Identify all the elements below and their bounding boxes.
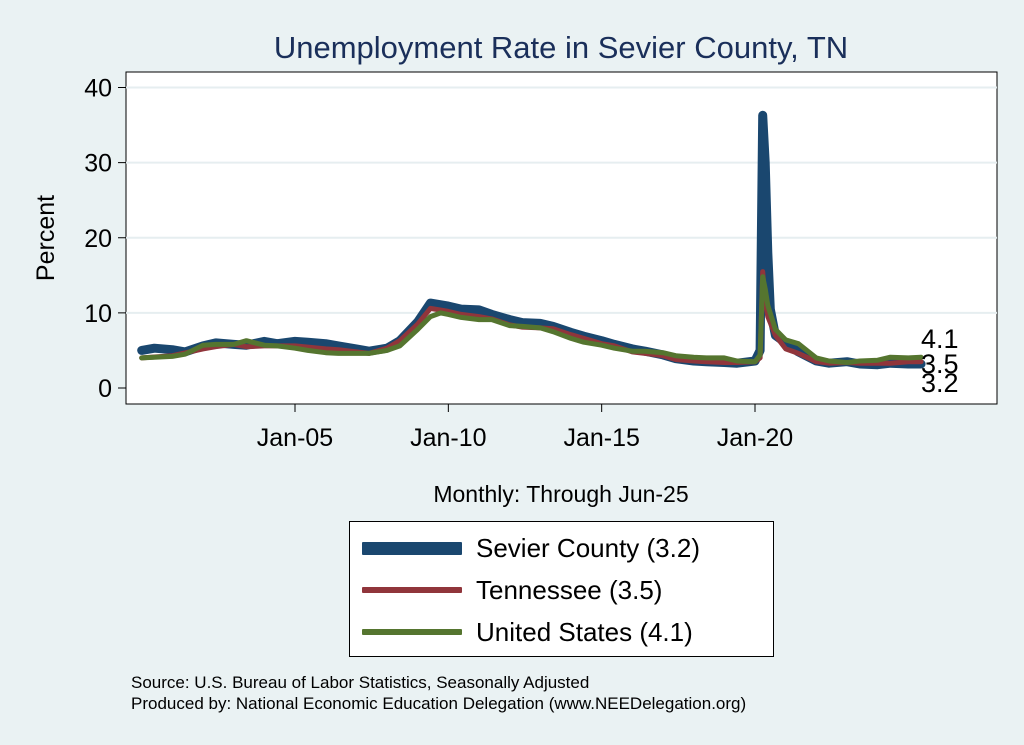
y-axis-label: Percent [32,195,60,281]
end-labels: 3.23.54.1 [921,324,959,398]
x-axis: Jan-05 Jan-10 Jan-15 Jan-20 [257,404,793,452]
y-tick-label-10: 10 [84,300,112,328]
legend-label-us: United States (4.1) [476,616,693,647]
end-label-tennessee: 3.5 [921,349,959,379]
x-tick-label-Jan-10: Jan-10 [410,424,486,452]
legend-label-tennessee: Tennessee (3.5) [476,574,663,605]
chart: Unemployment Rate in Sevier County, TN 0… [32,30,998,507]
source-note: Source: U.S. Bureau of Labor Statistics,… [131,672,746,714]
x-tick-label-Jan-20: Jan-20 [717,424,793,452]
legend-swatch-sevier [362,541,462,555]
y-tick-label-0: 0 [98,375,112,403]
legend-label-sevier: Sevier County (3.2) [476,532,700,563]
legend-swatch-us [362,629,462,635]
end-label-sevier: 3.2 [921,368,959,398]
y-tick-label-30: 30 [84,150,112,178]
y-tick-label-20: 20 [84,225,112,253]
series-lines [137,110,926,370]
legend-item-tennessee: Tennessee (3.5) [362,572,662,608]
end-label-us: 4.1 [921,324,959,354]
x-tick-label-Jan-15: Jan-15 [563,424,639,452]
legend-swatch-tennessee [362,587,462,593]
source-line: Source: U.S. Bureau of Labor Statistics,… [131,673,590,692]
chart-title: Unemployment Rate in Sevier County, TN [274,30,848,65]
legend-item-sevier: Sevier County (3.2) [362,530,700,566]
legend: Sevier County (3.2) Tennessee (3.5) Unit… [349,521,774,657]
grid-lines [126,86,997,314]
y-tick-label-40: 40 [84,75,112,103]
series-line-us [139,274,924,365]
x-tick-label-Jan-05: Jan-05 [257,424,333,452]
legend-item-us: United States (4.1) [362,614,693,650]
produced-by-line: Produced by: National Economic Education… [131,694,747,713]
x-axis-label: Monthly: Through Jun-25 [433,481,688,507]
y-axis: 0 10 20 30 40 [84,75,126,403]
series-line-tennessee [139,269,924,366]
